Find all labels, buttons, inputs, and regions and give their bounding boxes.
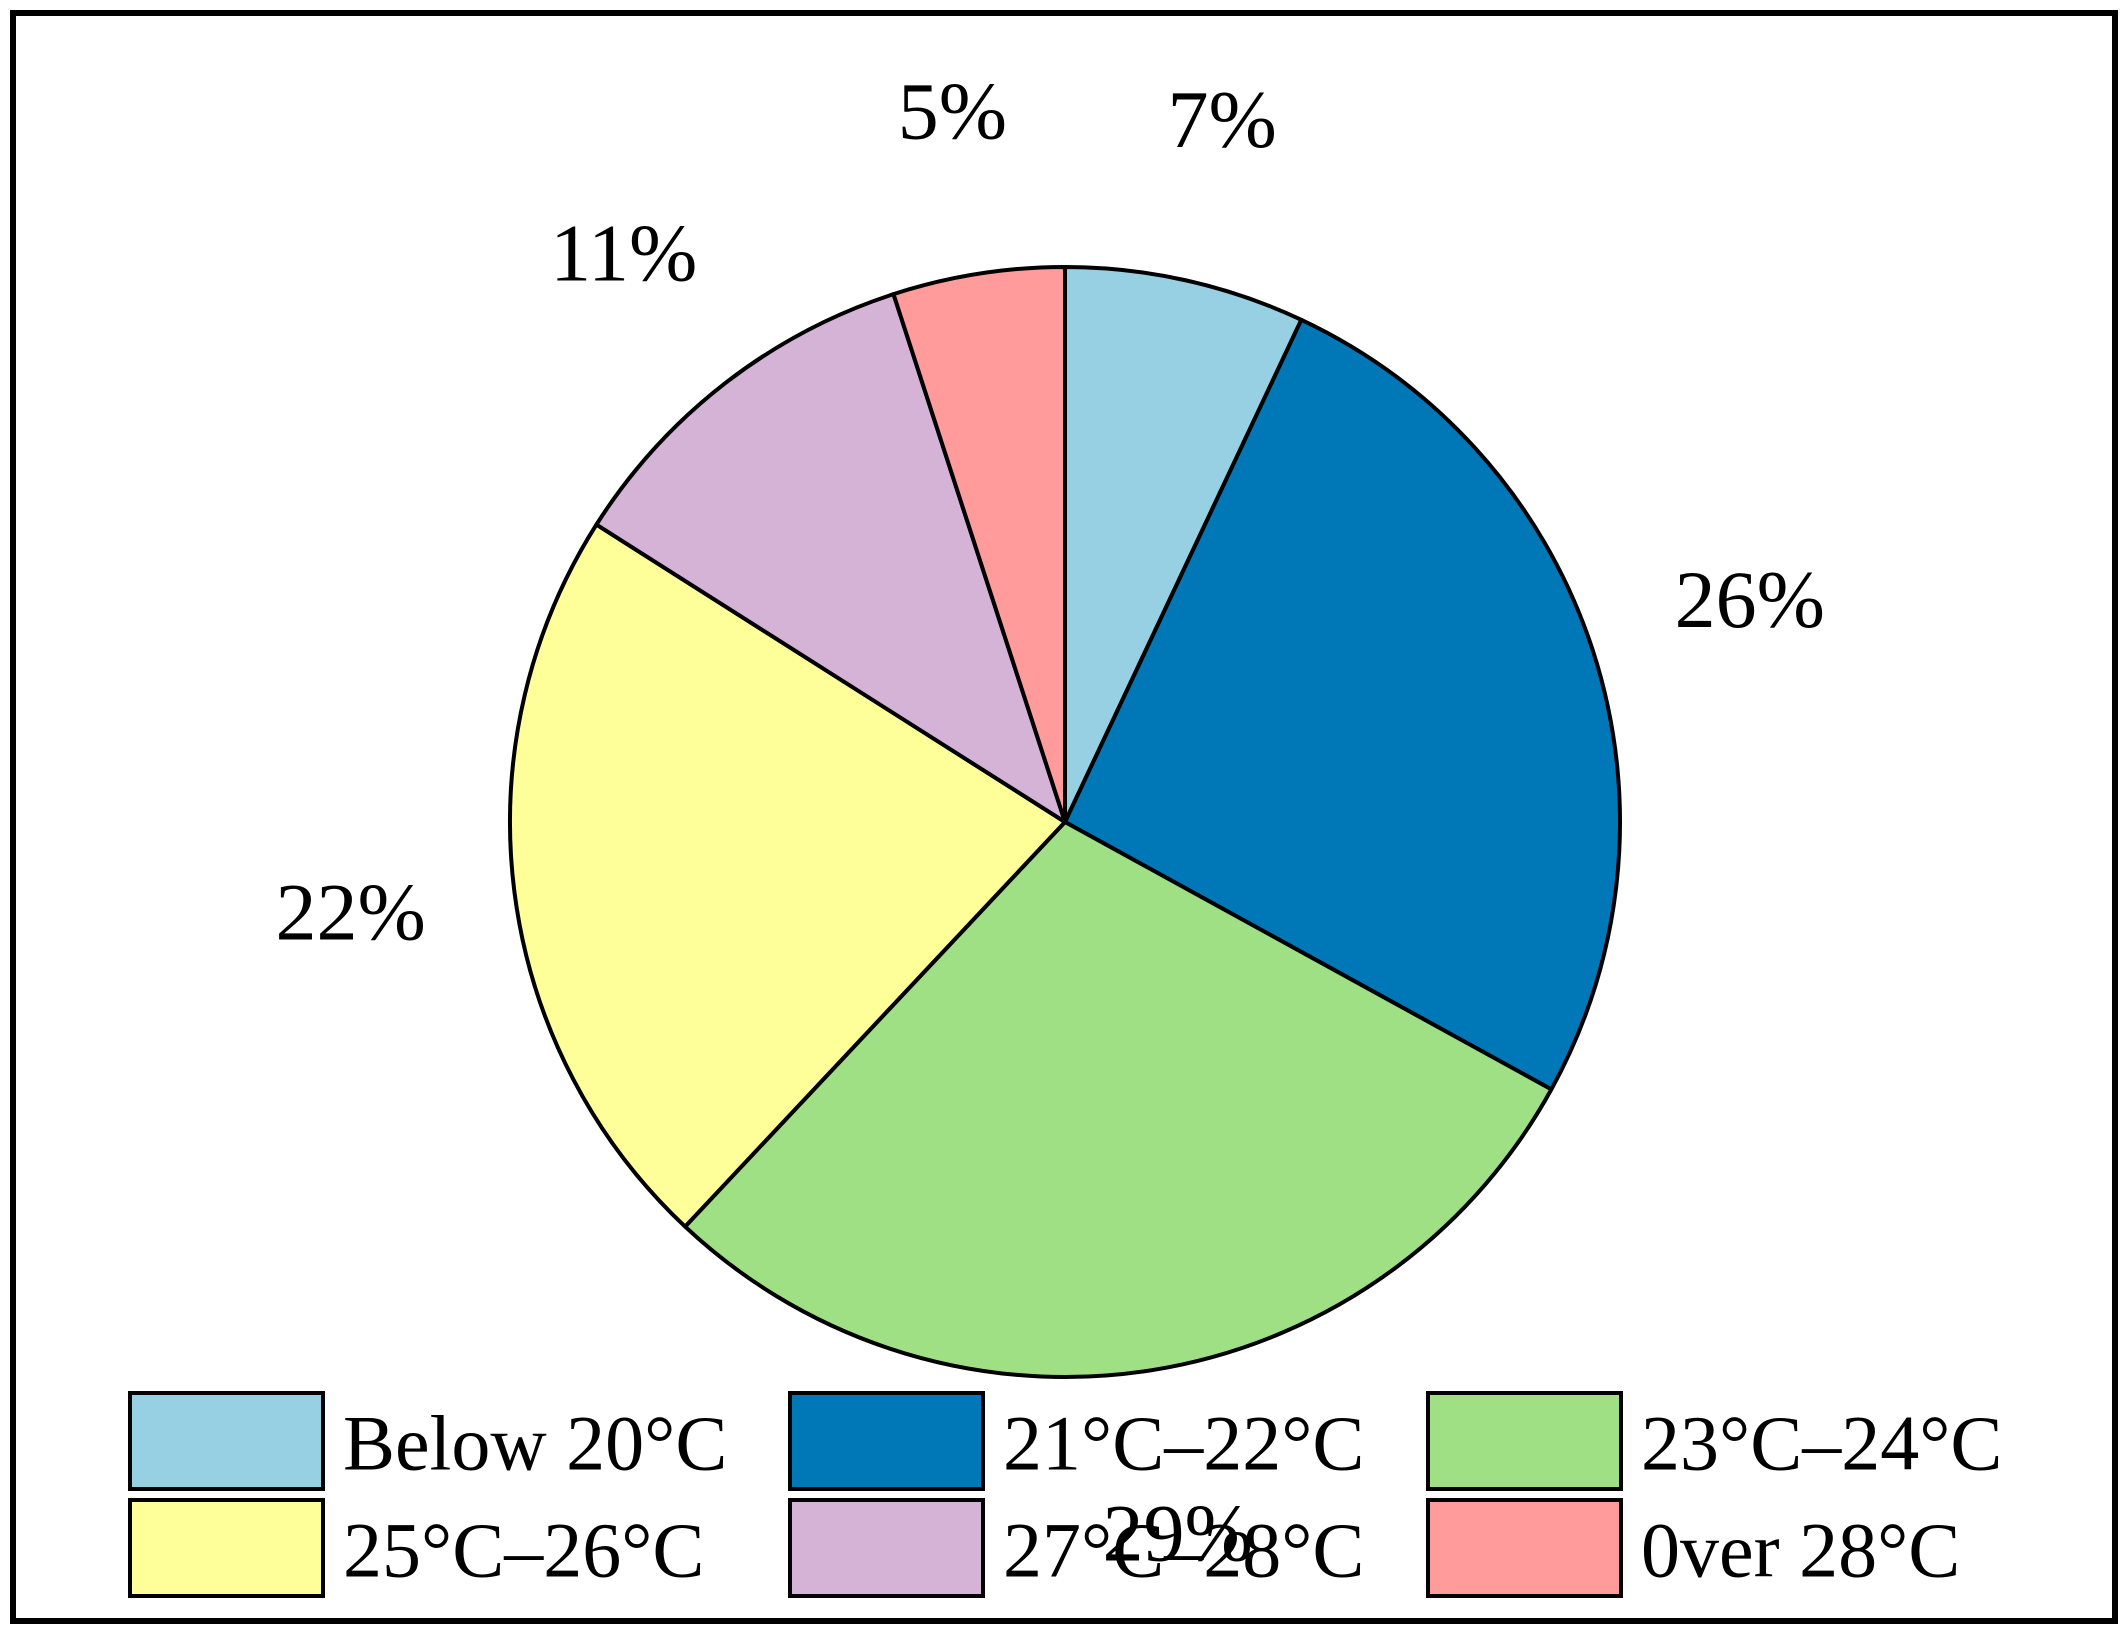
percentage-labels: 7% 26% 29% 22% 11% 5% — [276, 65, 1825, 1578]
legend-swatch-25-c-26-c — [128, 1498, 325, 1598]
pie-slice-below-20-c — [1063, 265, 1304, 824]
legend-label-23-c-24-c: 23°C–24°C — [1641, 1400, 2002, 1487]
legend-label-21-c-22-c: 21°C–22°C — [1003, 1400, 1364, 1487]
slice-value-label: 7% — [1167, 74, 1276, 165]
slice-value-label: 5% — [898, 65, 1007, 156]
legend-label-below-20-c: Below 20°C — [343, 1400, 727, 1487]
legend-swatch-23-c-24-c — [1426, 1391, 1623, 1491]
legend-swatch-0ver-28-c — [1426, 1498, 1623, 1598]
pie-slice-27-c-28-c — [594, 292, 1067, 824]
legend-label-25-c-26-c: 25°C–26°C — [343, 1507, 704, 1594]
pie-slice-25-c-26-c — [508, 522, 1067, 1229]
legend-label-27-c-28-c: 27°C–28°C — [1003, 1507, 1364, 1594]
slice-value-label: 11% — [550, 208, 697, 299]
legend-swatch-below-20-c — [128, 1391, 325, 1491]
legend-swatch-21-c-22-c — [788, 1391, 985, 1491]
slice-value-label: 29% — [1102, 1488, 1252, 1579]
legend: Below 20°C 21°C–22°C 23°C–24°C 25°C–26°C 27°… — [128, 1391, 2002, 1598]
pie-slice-23-c-24-c — [683, 820, 1554, 1379]
legend-label-0ver-28-c: 0ver 28°C — [1641, 1507, 1960, 1594]
legend-swatch-27-c-28-c — [788, 1498, 985, 1598]
pie-slice-0ver-28-c — [891, 265, 1067, 824]
slice-value-label: 26% — [1675, 554, 1825, 645]
slice-value-label: 22% — [276, 867, 426, 958]
pie-slices — [508, 265, 1622, 1379]
